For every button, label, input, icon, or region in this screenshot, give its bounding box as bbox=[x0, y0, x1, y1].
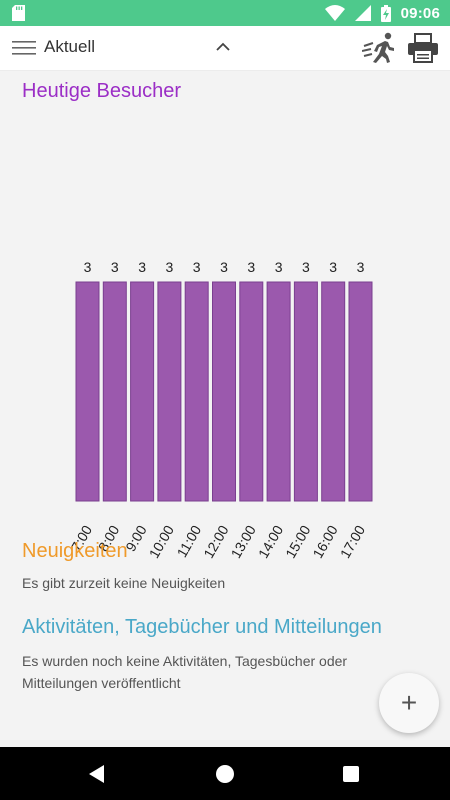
chart-data-label: 3 bbox=[84, 259, 92, 275]
chart-data-label: 3 bbox=[138, 259, 146, 275]
chart-bar bbox=[293, 281, 318, 502]
hamburger-menu-icon[interactable] bbox=[12, 40, 36, 56]
activities-heading: Aktivitäten, Tagebücher und Mitteilungen bbox=[22, 616, 382, 638]
chart-bar bbox=[130, 281, 155, 502]
chart-bar bbox=[157, 281, 182, 502]
add-button[interactable]: + bbox=[379, 673, 439, 733]
status-bar: 09:06 bbox=[0, 0, 450, 26]
recent-apps-icon[interactable] bbox=[343, 766, 359, 782]
chart-data-label: 3 bbox=[329, 259, 337, 275]
chart-bar bbox=[348, 281, 373, 502]
cell-signal-icon bbox=[354, 5, 371, 21]
chart-x-tick-label: 15:00 bbox=[282, 522, 313, 561]
visitor-bar-chart: 37:0038:0039:00310:00311:00312:00313:003… bbox=[68, 259, 373, 561]
chart-bar bbox=[239, 281, 264, 502]
news-empty-text: Es gibt zurzeit keine Neuigkeiten bbox=[22, 575, 226, 591]
chart-x-tick-label: 10:00 bbox=[146, 522, 177, 561]
running-person-icon[interactable] bbox=[362, 32, 396, 64]
main-content: Heutige Besucher 3 7:00 3 8:00 3 9:00 3 10:00 3 1… bbox=[0, 70, 450, 747]
chart-bar bbox=[184, 281, 209, 502]
navigation-bar bbox=[0, 747, 450, 800]
plus-icon: + bbox=[400, 687, 418, 718]
chart-bar bbox=[212, 281, 236, 502]
printer-icon[interactable] bbox=[407, 33, 439, 63]
news-heading: Neuigkeiten bbox=[22, 540, 128, 562]
chart-data-label: 3 bbox=[166, 259, 174, 275]
chart-bar bbox=[321, 281, 346, 502]
chart-x-tick-label: 16:00 bbox=[309, 522, 340, 561]
chart-bar bbox=[75, 281, 100, 502]
chart-data-label: 3 bbox=[302, 259, 310, 275]
chart-x-tick-label: 14:00 bbox=[255, 522, 286, 561]
chart-data-label: 3 bbox=[275, 259, 283, 275]
chart-data-label: 3 bbox=[193, 259, 201, 275]
home-icon[interactable] bbox=[216, 765, 234, 783]
chart-x-tick-label: 13:00 bbox=[228, 522, 259, 561]
back-icon[interactable] bbox=[88, 765, 106, 783]
activities-empty-text: Es wurden noch keine Aktivitäten, Tagesb… bbox=[22, 653, 348, 691]
chart-bar bbox=[102, 281, 127, 502]
sd-card-icon bbox=[12, 5, 25, 21]
wifi-icon bbox=[324, 5, 345, 21]
chevron-up-icon[interactable] bbox=[214, 40, 232, 54]
toolbar: Aktuell bbox=[0, 26, 450, 71]
chart-bar bbox=[266, 281, 291, 502]
chart-data-label: 3 bbox=[247, 259, 255, 275]
toolbar-title[interactable]: Aktuell bbox=[44, 37, 96, 56]
status-time: 09:06 bbox=[400, 4, 440, 22]
chart-data-label: 3 bbox=[357, 259, 365, 275]
chart-x-tick-label: 12:00 bbox=[200, 522, 231, 561]
chart-x-tick-label: 17:00 bbox=[337, 522, 368, 561]
chart-x-tick-label: 11:00 bbox=[173, 522, 204, 560]
visitors-heading: Heutige Besucher bbox=[22, 80, 181, 102]
chart-data-label: 3 bbox=[111, 259, 119, 275]
chart-data-label: 3 bbox=[220, 259, 228, 275]
battery-charging-icon bbox=[380, 4, 391, 22]
